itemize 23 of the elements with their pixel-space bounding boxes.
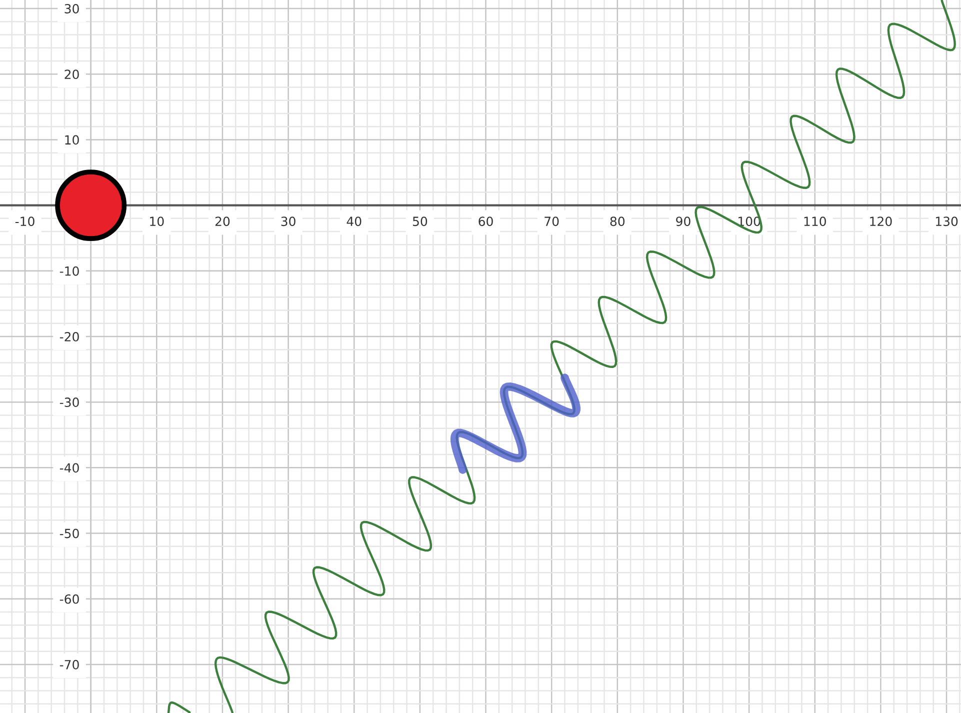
y-tick-label: 10 (65, 135, 79, 145)
x-tick-label: 30 (281, 216, 296, 226)
y-tick-label: -50 (60, 528, 79, 538)
y-tick-label: -30 (60, 398, 79, 408)
x-tick-label: 40 (346, 216, 362, 226)
x-tick-label: 120 (870, 216, 892, 226)
x-tick-label: -10 (15, 216, 34, 226)
y-tick-label: -60 (60, 594, 79, 604)
y-tick-label: 20 (64, 70, 79, 80)
x-tick-label: 130 (936, 216, 958, 226)
x-tick-label: 10 (150, 216, 164, 226)
x-tick-label: 80 (610, 216, 625, 226)
x-tick-label: 90 (676, 216, 690, 226)
y-tick-label: -10 (60, 266, 79, 276)
x-tick-label: 50 (412, 216, 428, 226)
y-tick-label: 30 (64, 4, 79, 14)
x-tick-label: 60 (478, 216, 493, 226)
x-tick-label: 20 (215, 216, 230, 226)
x-tick-label: 70 (544, 216, 559, 226)
y-tick-label: -40 (60, 463, 79, 473)
y-tick-label: -70 (60, 660, 79, 670)
y-tick-label: -20 (60, 332, 79, 342)
x-tick-label: 110 (804, 216, 826, 226)
